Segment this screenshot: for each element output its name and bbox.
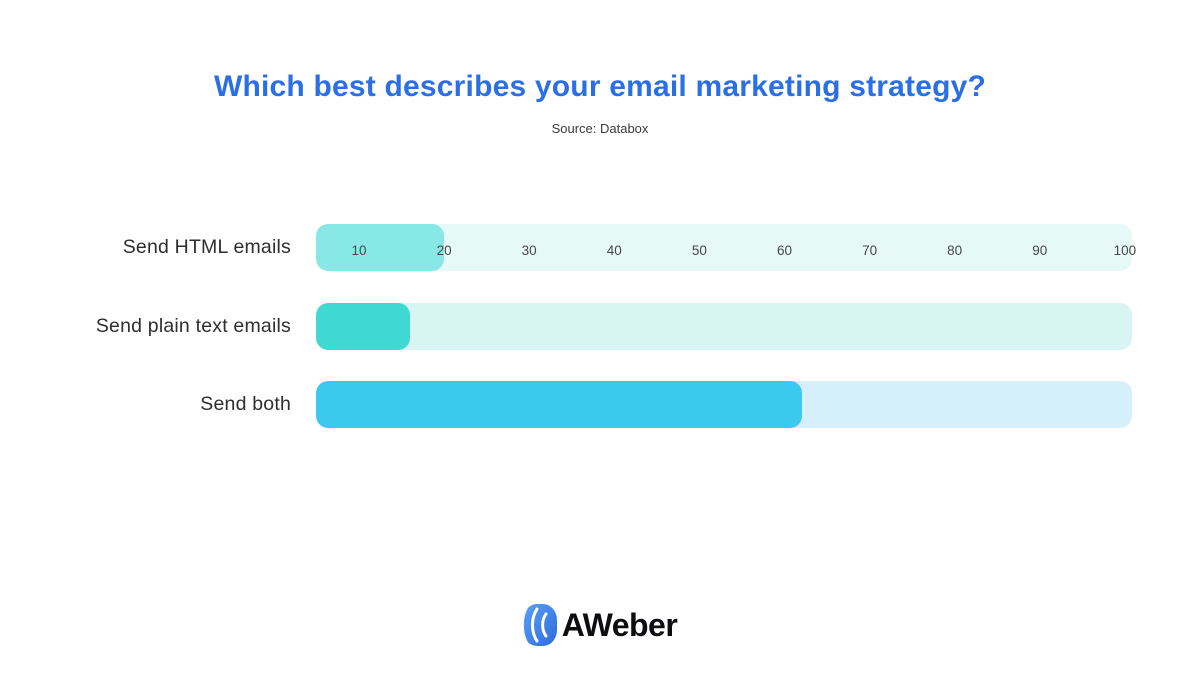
axis-tick-label: 100 (1113, 243, 1137, 258)
bar-label: Send HTML emails (122, 236, 291, 258)
bar-label: Send plain text emails (95, 315, 291, 337)
bar-chart: Send HTML emails Send plain text emails Se… (0, 224, 1200, 504)
bar-track (316, 224, 1132, 271)
bar-label: Send both (200, 393, 291, 415)
x-axis: 10 20 30 40 50 60 70 80 90 100 (316, 243, 1136, 263)
bar-row: Send HTML emails (0, 224, 1200, 271)
axis-tick-label: 20 (436, 243, 452, 258)
bar-track (316, 303, 1132, 350)
axis-tick-label: 70 (862, 243, 878, 258)
axis-tick-label: 90 (1032, 243, 1048, 258)
bar-track (316, 381, 1132, 428)
aweber-logo-icon (522, 604, 557, 646)
bar-fill (316, 303, 410, 350)
aweber-logo-text: AWeber (561, 606, 678, 643)
axis-tick-label: 10 (351, 243, 367, 258)
bar-row: Send plain text emails (0, 303, 1200, 350)
bar-fill (316, 381, 802, 428)
bar-row: Send both (0, 381, 1200, 428)
chart-source: Source: Databox (551, 121, 649, 136)
axis-tick-label: 30 (521, 243, 537, 258)
aweber-logo: AWeber (0, 600, 1200, 650)
bar-fill (316, 224, 444, 271)
axis-tick-label: 50 (691, 243, 707, 258)
axis-tick-label: 40 (606, 243, 622, 258)
axis-tick-label: 60 (776, 243, 793, 258)
axis-tick-label: 80 (947, 243, 963, 258)
chart-title: Which best describes your email marketin… (213, 70, 987, 103)
